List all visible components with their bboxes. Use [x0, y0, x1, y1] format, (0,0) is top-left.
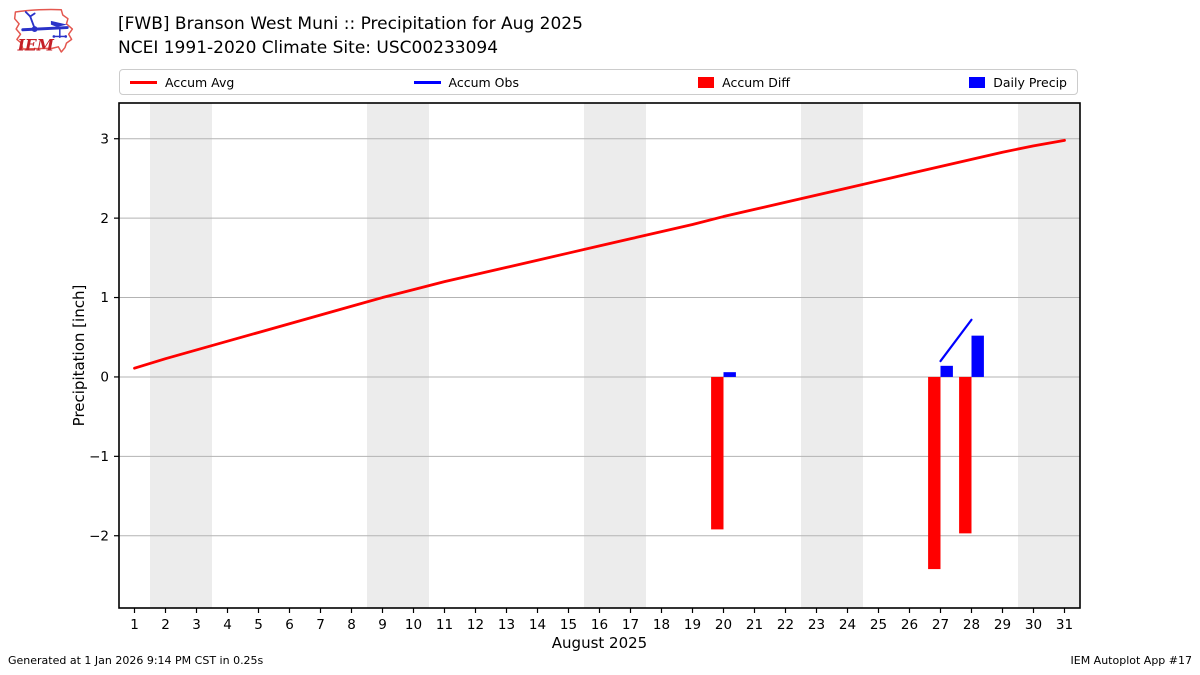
x-tick-label: 15: [560, 617, 577, 633]
footer-generated-text: Generated at 1 Jan 2026 9:14 PM CST in 0…: [8, 654, 264, 667]
legend-label: Accum Obs: [448, 74, 519, 90]
x-tick-label: 18: [653, 617, 670, 633]
legend-item-accum-obs: Accum Obs: [413, 74, 519, 90]
legend-label: Daily Precip: [993, 74, 1067, 90]
accum-diff-bar: [928, 376, 941, 570]
legend-item-daily-precip: Daily Precip: [969, 75, 1067, 90]
y-axis-label: Precipitation [inch]: [70, 285, 88, 427]
x-tick-label: 31: [1056, 617, 1073, 633]
y-tick-label: 2: [100, 211, 109, 227]
accum-obs-line: [939, 318, 973, 363]
x-tick-label: 2: [161, 617, 170, 633]
accum-diff-bar: [711, 376, 724, 530]
accum-avg-line: [133, 138, 1066, 370]
x-tick-label: 21: [746, 617, 763, 633]
x-tick-label: 23: [808, 617, 825, 633]
x-tick-label: 14: [529, 617, 546, 633]
x-tick-label: 8: [347, 617, 356, 633]
x-tick-label: 5: [254, 617, 263, 633]
x-tick-label: 27: [932, 617, 949, 633]
y-tick-label: −2: [89, 528, 109, 544]
legend-item-accum-diff: Accum Diff: [698, 75, 790, 90]
x-tick-label: 16: [591, 617, 608, 633]
iem-logo-text: IEM: [17, 36, 55, 55]
y-tick-label: 3: [100, 131, 109, 147]
chart-subtitle: NCEI 1991-2020 Climate Site: USC00233094: [118, 37, 499, 58]
x-tick-label: 22: [777, 617, 794, 633]
x-tick-label: 12: [467, 617, 484, 633]
legend-label: Accum Avg: [165, 74, 235, 90]
x-tick-label: 26: [901, 617, 918, 633]
x-axis-label: August 2025: [552, 634, 647, 652]
daily-precip-bar: [723, 372, 736, 377]
x-tick-label: 7: [316, 617, 325, 633]
weekend-band: [367, 103, 429, 608]
weekend-band: [584, 103, 646, 608]
x-tick-label: 11: [436, 617, 453, 633]
accum-obs-line-swatch: [413, 80, 441, 84]
daily-precip-bar: [971, 335, 984, 377]
chart-title-block: [FWB] Branson West Muni :: Precipitation…: [118, 13, 583, 60]
weekend-band: [1018, 103, 1080, 608]
chart-title: [FWB] Branson West Muni :: Precipitation…: [118, 14, 583, 34]
daily-precip-box-swatch: [969, 76, 986, 88]
accum-diff-box-swatch: [698, 76, 715, 88]
x-tick-label: 13: [498, 617, 515, 633]
x-tick-label: 25: [870, 617, 887, 633]
legend-item-accum-avg: Accum Avg: [130, 75, 234, 90]
weathervane-icon: [21, 11, 69, 38]
daily-precip-bar: [940, 365, 953, 377]
x-tick-label: 30: [1025, 617, 1042, 633]
y-tick-label: −1: [89, 449, 109, 465]
accum-diff-bar: [959, 376, 972, 534]
x-tick-label: 29: [994, 617, 1011, 633]
x-tick-label: 10: [405, 617, 422, 633]
x-tick-label: 19: [684, 617, 701, 633]
y-tick-label: 1: [100, 290, 109, 306]
iem-logo: IEM: [13, 8, 74, 55]
weekend-band: [801, 103, 863, 608]
x-tick-label: 24: [839, 617, 856, 633]
iowa-outline: [13, 8, 74, 53]
x-tick-label: 20: [715, 617, 732, 633]
x-tick-label: 17: [622, 617, 639, 633]
y-tick-label: 0: [100, 370, 109, 386]
x-tick-label: 28: [963, 617, 980, 633]
footer-app-text: IEM Autoplot App #17: [1070, 654, 1193, 667]
x-tick-label: 3: [192, 617, 201, 633]
x-tick-label: 6: [285, 617, 294, 633]
x-tick-label: 1: [130, 617, 139, 633]
x-tick-label: 9: [378, 617, 387, 633]
accum-avg-line-swatch: [130, 80, 157, 84]
x-tick-label: 4: [223, 617, 232, 633]
chart-legend: Accum Avg Accum Obs Accum Diff Daily Pre…: [119, 69, 1078, 95]
legend-label: Accum Diff: [722, 74, 791, 90]
